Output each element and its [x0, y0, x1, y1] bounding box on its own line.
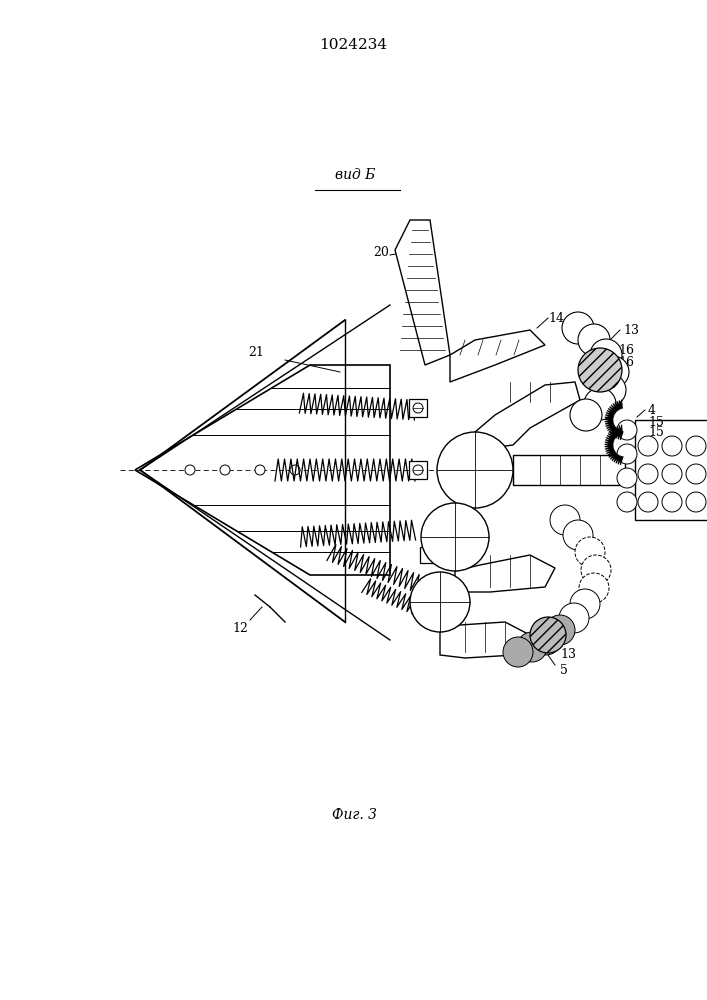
Circle shape — [437, 432, 513, 508]
Text: 15: 15 — [648, 416, 664, 428]
Circle shape — [638, 464, 658, 484]
Bar — [409, 461, 427, 479]
Circle shape — [559, 603, 589, 633]
Circle shape — [617, 420, 637, 440]
Text: вид Б: вид Б — [335, 168, 375, 182]
Polygon shape — [395, 220, 450, 365]
Bar — [417, 599, 433, 615]
Text: 4: 4 — [648, 403, 656, 416]
Circle shape — [597, 356, 629, 388]
Circle shape — [531, 625, 561, 655]
Circle shape — [413, 403, 423, 413]
Circle shape — [413, 465, 423, 475]
Circle shape — [686, 436, 706, 456]
Circle shape — [578, 348, 622, 392]
Circle shape — [562, 312, 594, 344]
Circle shape — [545, 615, 575, 645]
Circle shape — [563, 520, 593, 550]
Polygon shape — [475, 382, 580, 450]
Text: 13: 13 — [560, 648, 576, 662]
Text: 21: 21 — [248, 346, 264, 359]
Circle shape — [662, 464, 682, 484]
Text: 20: 20 — [373, 245, 389, 258]
Circle shape — [530, 617, 566, 653]
Circle shape — [421, 503, 489, 571]
Circle shape — [581, 555, 611, 585]
Circle shape — [550, 505, 580, 535]
Circle shape — [570, 589, 600, 619]
Bar — [409, 399, 427, 417]
Circle shape — [638, 436, 658, 456]
Circle shape — [584, 388, 616, 420]
Circle shape — [503, 637, 533, 667]
Circle shape — [290, 465, 300, 475]
Text: 14: 14 — [548, 312, 564, 324]
Polygon shape — [455, 555, 555, 592]
Circle shape — [410, 572, 470, 632]
Circle shape — [662, 436, 682, 456]
Circle shape — [579, 573, 609, 603]
Polygon shape — [440, 622, 530, 658]
Text: 13: 13 — [623, 324, 639, 336]
Circle shape — [638, 492, 658, 512]
Circle shape — [686, 464, 706, 484]
Circle shape — [255, 465, 265, 475]
Polygon shape — [135, 365, 390, 575]
Text: 15: 15 — [648, 426, 664, 440]
Text: Фиг. 3: Фиг. 3 — [332, 808, 378, 822]
Text: 5: 5 — [560, 664, 568, 676]
Circle shape — [185, 465, 195, 475]
Circle shape — [570, 399, 602, 431]
Circle shape — [220, 465, 230, 475]
Text: 16: 16 — [618, 344, 634, 358]
Circle shape — [617, 444, 637, 464]
Text: 12: 12 — [232, 621, 248, 635]
Circle shape — [517, 632, 547, 662]
Polygon shape — [450, 330, 545, 382]
Circle shape — [662, 492, 682, 512]
Circle shape — [686, 492, 706, 512]
Circle shape — [617, 468, 637, 488]
Bar — [635, 420, 707, 520]
Text: 1024234: 1024234 — [319, 38, 387, 52]
Polygon shape — [513, 455, 625, 485]
Circle shape — [594, 374, 626, 406]
Circle shape — [590, 339, 622, 371]
Bar — [420, 547, 436, 563]
Circle shape — [575, 537, 605, 567]
Circle shape — [617, 492, 637, 512]
Text: 16: 16 — [618, 356, 634, 368]
Circle shape — [578, 324, 610, 356]
